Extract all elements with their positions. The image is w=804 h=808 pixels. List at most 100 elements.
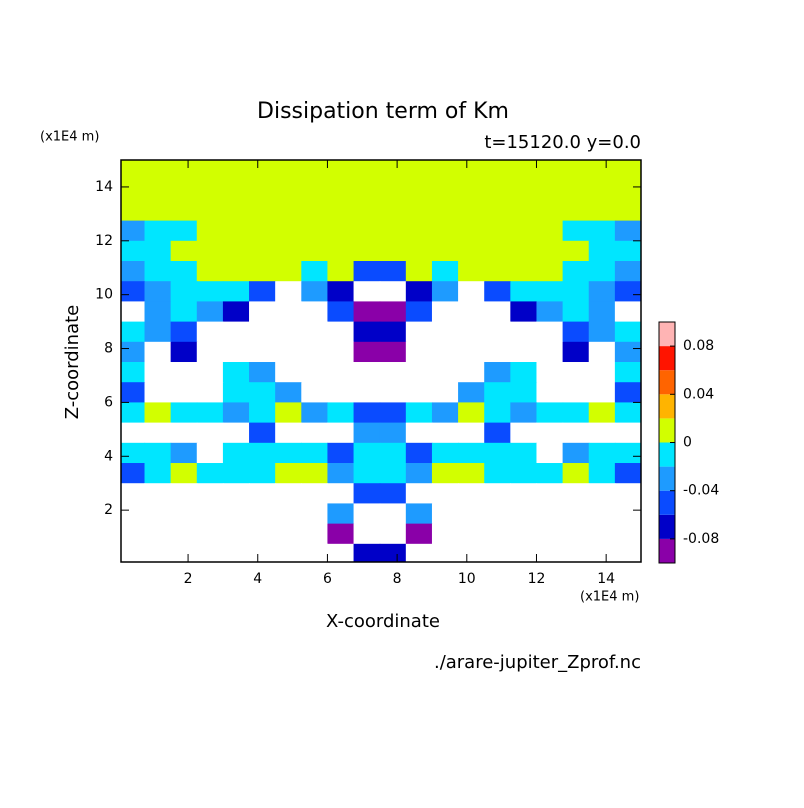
contour-cell bbox=[431, 402, 459, 424]
contour-cell bbox=[431, 442, 459, 464]
contour-cell bbox=[196, 382, 224, 404]
contour-cell bbox=[170, 341, 198, 363]
contour-cell bbox=[379, 220, 407, 242]
contour-cell bbox=[249, 422, 276, 444]
contour-cell bbox=[249, 261, 276, 282]
contour-cell bbox=[379, 483, 407, 505]
contour-cell bbox=[249, 220, 276, 242]
contour-cell bbox=[327, 200, 355, 222]
contour-cell bbox=[484, 261, 511, 282]
contour-cell bbox=[458, 402, 485, 424]
contour-cell bbox=[121, 362, 146, 383]
y-tick-label: 14 bbox=[95, 179, 113, 195]
contour-cell bbox=[353, 200, 381, 222]
contour-cell bbox=[536, 341, 564, 363]
contour-cell bbox=[222, 301, 250, 323]
contour-cell bbox=[405, 483, 433, 505]
contour-cell bbox=[536, 240, 564, 262]
contour-cell bbox=[588, 301, 616, 323]
contour-cell bbox=[458, 382, 485, 404]
contour-cell bbox=[431, 483, 459, 505]
contour-cell bbox=[458, 180, 485, 202]
contour-cell bbox=[510, 523, 538, 545]
y-tick-label: 2 bbox=[104, 502, 113, 518]
contour-cell bbox=[301, 483, 329, 505]
colorbar-tick-label: 0.04 bbox=[683, 386, 714, 402]
contour-cell bbox=[614, 503, 641, 525]
contour-cell bbox=[353, 341, 381, 363]
contour-cell bbox=[170, 180, 198, 202]
chart-subtitle: t=15120.0 y=0.0 bbox=[484, 132, 641, 153]
contour-cell bbox=[222, 341, 250, 363]
contour-cell bbox=[458, 341, 485, 363]
x-unit: (x1E4 m) bbox=[580, 590, 639, 605]
contour-cell bbox=[562, 261, 590, 282]
contour-cell bbox=[170, 220, 198, 242]
contour-cell bbox=[484, 543, 511, 562]
colorbar-tick-label: -0.04 bbox=[683, 483, 719, 499]
contour-cell bbox=[327, 240, 355, 262]
contour-cell bbox=[405, 523, 433, 545]
contour-cell bbox=[431, 281, 459, 303]
contour-cell bbox=[144, 422, 172, 444]
contour-cell bbox=[353, 240, 381, 262]
contour-cell bbox=[301, 341, 329, 363]
contour-cell bbox=[562, 422, 590, 444]
contour-cell bbox=[431, 341, 459, 363]
contour-cell bbox=[275, 463, 302, 484]
contour-cell bbox=[144, 483, 172, 505]
contour-cell bbox=[588, 200, 616, 222]
contour-cell bbox=[327, 382, 355, 404]
y-axis-label: Z-coordinate bbox=[62, 305, 83, 420]
contour-cell bbox=[405, 503, 433, 525]
contour-cell bbox=[121, 261, 146, 282]
contour-cell bbox=[275, 341, 302, 363]
contour-cell bbox=[484, 442, 511, 464]
contour-cell bbox=[536, 543, 564, 562]
contour-cell bbox=[121, 240, 146, 262]
contour-cell bbox=[170, 442, 198, 464]
contour-cell bbox=[536, 200, 564, 222]
contour-cell bbox=[379, 240, 407, 262]
contour-cell bbox=[536, 523, 564, 545]
contour-cell bbox=[301, 240, 329, 262]
contour-cell bbox=[275, 543, 302, 562]
contour-cell bbox=[536, 402, 564, 424]
contour-cell bbox=[249, 503, 276, 525]
contour-cell bbox=[562, 503, 590, 525]
colorbar-bin bbox=[659, 466, 675, 491]
contour-cell bbox=[249, 523, 276, 545]
contour-cell bbox=[170, 240, 198, 262]
contour-cell bbox=[121, 442, 146, 464]
contour-cell bbox=[510, 442, 538, 464]
contour-cell bbox=[405, 240, 433, 262]
contour-cell bbox=[121, 402, 146, 424]
contour-cell bbox=[121, 180, 146, 202]
contour-cell bbox=[536, 382, 564, 404]
contour-cell bbox=[222, 240, 250, 262]
contour-cell bbox=[144, 463, 172, 484]
contour-cell bbox=[588, 442, 616, 464]
contour-cell bbox=[353, 180, 381, 202]
contour-cell bbox=[196, 463, 224, 484]
contour-cell bbox=[458, 543, 485, 562]
contour-cell bbox=[222, 483, 250, 505]
contour-cell bbox=[196, 220, 224, 242]
contour-cell bbox=[222, 362, 250, 383]
contour-cell bbox=[196, 422, 224, 444]
x-tick-label: 14 bbox=[597, 571, 615, 587]
contour-cell bbox=[536, 362, 564, 383]
contour-cell bbox=[170, 402, 198, 424]
contour-cell bbox=[301, 523, 329, 545]
contour-cell bbox=[510, 503, 538, 525]
contour-cell bbox=[327, 503, 355, 525]
contour-cell bbox=[614, 180, 641, 202]
contour-cell bbox=[536, 442, 564, 464]
contour-cell bbox=[510, 180, 538, 202]
contour-cell bbox=[275, 321, 302, 343]
contour-cell bbox=[170, 160, 198, 181]
contour-cell bbox=[431, 543, 459, 562]
contour-cell bbox=[249, 442, 276, 464]
contour-cell bbox=[144, 180, 172, 202]
contour-cell bbox=[170, 422, 198, 444]
